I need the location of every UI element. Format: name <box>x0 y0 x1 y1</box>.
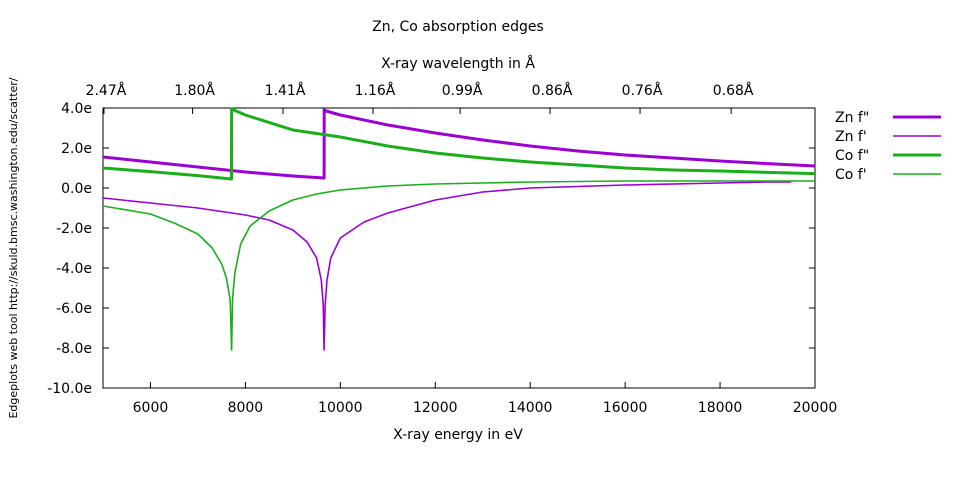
y-tick-label: 4.0e <box>61 101 92 117</box>
x-tick-label: 16000 <box>603 400 648 416</box>
y-tick-label: -10.0e <box>47 381 92 397</box>
x-axis-label: X-ray energy in eV <box>393 427 523 443</box>
y-tick-label: 0.0e <box>61 181 92 197</box>
x2-tick-label: 0.76Å <box>622 82 663 99</box>
x2-axis: 2.47Å 1.80Å 1.41Å 1.16Å 0.99Å 0.86Å 0.76Å 0.68Å <box>86 82 754 114</box>
plot-frame <box>102 107 816 389</box>
x2-tick-label: 1.16Å <box>355 82 396 99</box>
legend-label: Co f" <box>835 148 869 164</box>
x2-tick-label: 1.41Å <box>265 82 306 99</box>
y-tick-label: -2.0e <box>56 221 92 237</box>
x-tick-label: 20000 <box>793 400 838 416</box>
x-tick-label: 14000 <box>508 400 553 416</box>
y-tick-label: -8.0e <box>56 341 92 357</box>
series-line-3 <box>102 180 815 351</box>
series-group <box>102 107 816 351</box>
series-line-1 <box>102 181 792 351</box>
y-tick-label: -4.0e <box>56 261 92 277</box>
x2-tick-label: 0.86Å <box>532 82 573 99</box>
legend: Zn f" Zn f' Co f" Co f' <box>835 110 941 183</box>
x2-tick-label: 0.68Å <box>713 82 754 99</box>
x-tick-label: 12000 <box>413 400 458 416</box>
x2-tick-label: 2.47Å <box>86 82 127 99</box>
plot-border <box>102 107 816 389</box>
y-tick-label: -6.0e <box>56 301 92 317</box>
series-line-2 <box>102 107 816 181</box>
legend-label: Zn f' <box>835 129 867 145</box>
legend-label: Zn f" <box>835 110 869 126</box>
series-line-0 <box>102 108 816 180</box>
x2-tick-label: 1.80Å <box>174 82 215 99</box>
x-axis: 6000 8000 10000 12000 14000 16000 18000 20000 <box>133 382 838 416</box>
y-axis: 4.0e 2.0e 0.0e -2.0e -4.0e -6.0e -8.0e -10.0e <box>47 101 815 397</box>
x2-axis-label: X-ray wavelength in Å <box>381 55 535 72</box>
x-tick-label: 10000 <box>318 400 363 416</box>
x2-tick-label: 0.99Å <box>442 82 483 99</box>
legend-label: Co f' <box>835 167 867 183</box>
y-tick-label: 2.0e <box>61 141 92 157</box>
chart-title: Zn, Co absorption edges <box>372 19 544 35</box>
side-label: Edgeplots web tool http://skuld.bmsc.was… <box>7 77 20 418</box>
x-tick-label: 18000 <box>698 400 743 416</box>
x-tick-label: 6000 <box>133 400 169 416</box>
x-tick-label: 8000 <box>228 400 264 416</box>
